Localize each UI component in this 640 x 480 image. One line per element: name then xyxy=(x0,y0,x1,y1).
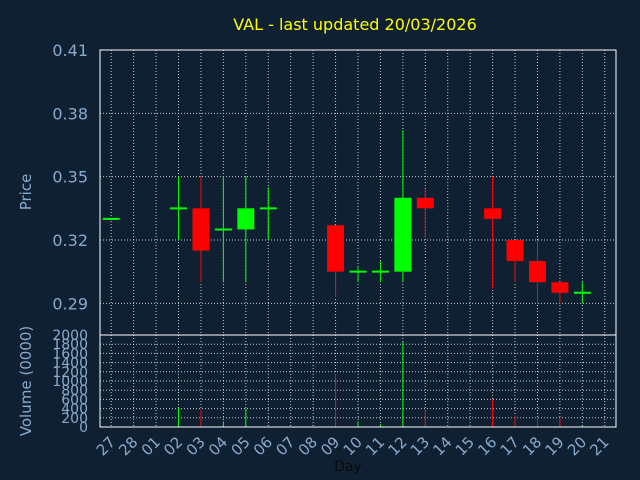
candle-body xyxy=(416,197,434,209)
x-axis-label: Day xyxy=(334,459,362,475)
volume-tick-label: 0 xyxy=(79,420,88,436)
volume-tick-label: 1400 xyxy=(52,356,88,372)
volume-tick-label: 1800 xyxy=(52,337,88,353)
volume-tick-label: 200 xyxy=(61,411,88,427)
chart-title: VAL - last updated 20/03/2026 xyxy=(233,15,477,34)
price-tick-label: 0.41 xyxy=(52,41,88,60)
candle-body xyxy=(484,208,502,219)
price-candles xyxy=(102,130,591,304)
price-tick-label: 0.29 xyxy=(52,294,88,313)
candle-body xyxy=(327,225,345,272)
candle-body xyxy=(551,282,569,293)
volume-tick-label: 1000 xyxy=(52,374,88,390)
candle-body xyxy=(192,208,210,251)
price-axis-ticks: 0.41 0.38 0.35 0.32 0.29 xyxy=(52,41,88,313)
candle-body xyxy=(394,197,412,272)
volume-tick-label: 800 xyxy=(61,383,88,399)
candle-body xyxy=(528,261,546,283)
price-tick-label: 0.35 xyxy=(52,168,88,187)
price-tick-label: 0.38 xyxy=(52,104,88,123)
volume-tick-label: 600 xyxy=(61,392,88,408)
price-tick-label: 0.32 xyxy=(52,231,88,250)
candle-body xyxy=(506,240,524,262)
candle-body xyxy=(237,208,255,230)
volume-axis-label: Volume (0000) xyxy=(17,326,35,436)
volume-tick-label: 2000 xyxy=(52,328,88,344)
volume-tick-label: 1600 xyxy=(52,346,88,362)
volume-tick-label: 400 xyxy=(61,402,88,418)
day-axis-ticks: 2728010203040506070809101112131415161718… xyxy=(93,433,613,459)
volume-tick-label: 1200 xyxy=(52,365,88,381)
volume-panel-frame xyxy=(99,334,617,428)
price-axis-label: Price xyxy=(17,174,35,211)
